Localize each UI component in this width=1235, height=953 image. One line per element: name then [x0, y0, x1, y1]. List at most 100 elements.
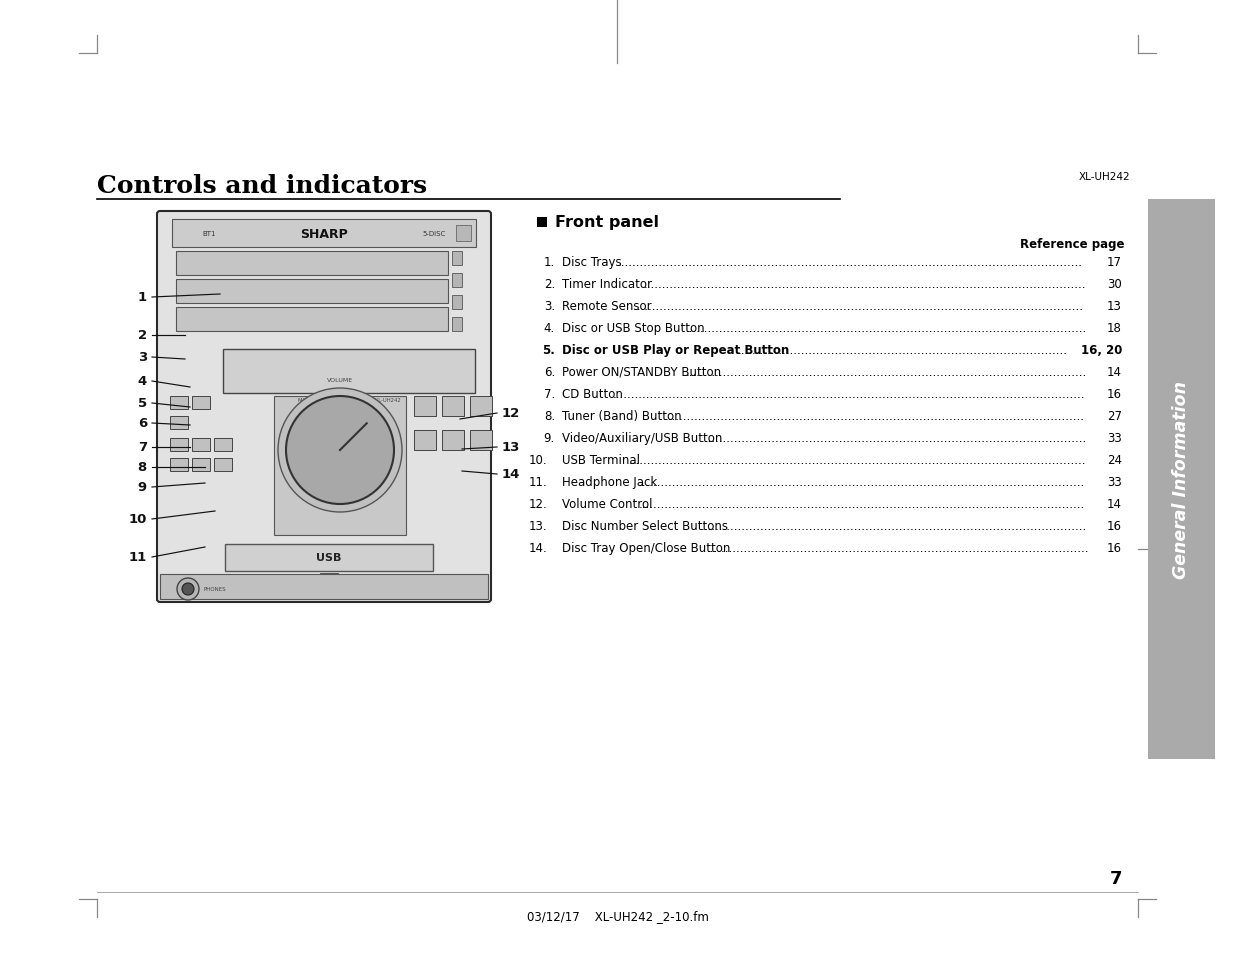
- Text: 9.: 9.: [543, 432, 555, 444]
- Text: ................................................................................: ........................................…: [613, 388, 1086, 400]
- Text: ................................................................................: ........................................…: [638, 497, 1086, 511]
- Text: Headphone Jack: Headphone Jack: [562, 476, 657, 489]
- Bar: [442, 396, 464, 416]
- Text: 9: 9: [138, 481, 147, 494]
- Text: Volume Control: Volume Control: [562, 497, 652, 511]
- Text: 7: 7: [138, 441, 147, 454]
- Bar: [191, 438, 210, 452]
- Text: ................................................................................: ........................................…: [701, 519, 1087, 533]
- Text: 24: 24: [1107, 454, 1123, 467]
- Text: 12.: 12.: [529, 497, 547, 511]
- Text: 16: 16: [1107, 541, 1123, 555]
- Bar: [170, 438, 188, 452]
- Text: Disc or USB Stop Button: Disc or USB Stop Button: [562, 322, 705, 335]
- Text: Power ON/STANDBY Button: Power ON/STANDBY Button: [562, 366, 721, 378]
- Bar: [452, 295, 462, 310]
- Text: General Information: General Information: [1172, 380, 1191, 578]
- Text: 4: 4: [138, 375, 147, 388]
- Text: ................................................................................: ........................................…: [701, 432, 1087, 444]
- Bar: [177, 280, 448, 304]
- Text: 1.: 1.: [543, 255, 555, 269]
- Text: 10.: 10.: [529, 454, 547, 467]
- Text: PHONES: PHONES: [204, 587, 227, 592]
- Text: Remote Sensor: Remote Sensor: [562, 299, 652, 313]
- Text: 33: 33: [1108, 476, 1123, 489]
- Text: ................................................................................: ........................................…: [634, 299, 1083, 313]
- Text: VOLUME: VOLUME: [327, 377, 353, 382]
- Text: ................................................................................: ........................................…: [685, 366, 1087, 378]
- Text: Reference page: Reference page: [1020, 237, 1125, 251]
- Bar: [414, 396, 436, 416]
- Text: USB Terminal: USB Terminal: [562, 454, 640, 467]
- Bar: [161, 575, 488, 599]
- Bar: [274, 396, 406, 536]
- Text: 14: 14: [1107, 366, 1123, 378]
- Text: 16: 16: [1107, 519, 1123, 533]
- Bar: [1149, 200, 1215, 760]
- Bar: [177, 252, 448, 275]
- Bar: [214, 438, 232, 452]
- Text: ................................................................................: ........................................…: [706, 541, 1089, 555]
- Text: 2.: 2.: [543, 277, 555, 291]
- Circle shape: [182, 583, 194, 596]
- Text: 3: 3: [138, 351, 147, 364]
- Text: 13.: 13.: [529, 519, 547, 533]
- FancyBboxPatch shape: [157, 212, 492, 602]
- Bar: [456, 226, 471, 242]
- Text: Disc Number Select Buttons: Disc Number Select Buttons: [562, 519, 727, 533]
- Text: 14: 14: [501, 468, 520, 481]
- Bar: [471, 396, 492, 416]
- Text: 03/12/17    XL-UH242 _2-10.fm: 03/12/17 XL-UH242 _2-10.fm: [526, 909, 709, 923]
- Bar: [320, 574, 338, 580]
- Text: 6: 6: [138, 417, 147, 430]
- Text: 5: 5: [138, 397, 147, 410]
- Text: 30: 30: [1108, 277, 1123, 291]
- Text: 2: 2: [138, 329, 147, 342]
- Text: 14: 14: [1107, 497, 1123, 511]
- Text: 6.: 6.: [543, 366, 555, 378]
- Text: Tuner (Band) Button: Tuner (Band) Button: [562, 410, 682, 422]
- Text: 11: 11: [128, 551, 147, 564]
- Bar: [414, 431, 436, 451]
- Text: Timer Indicator: Timer Indicator: [562, 277, 652, 291]
- Text: 3.: 3.: [543, 299, 555, 313]
- Text: ................................................................................: ........................................…: [664, 410, 1084, 422]
- Text: 33: 33: [1108, 432, 1123, 444]
- Circle shape: [177, 578, 199, 600]
- Bar: [225, 544, 433, 572]
- Text: ................................................................................: ........................................…: [629, 454, 1086, 467]
- Text: Disc Trays: Disc Trays: [562, 255, 621, 269]
- Text: 8: 8: [138, 461, 147, 474]
- Bar: [442, 431, 464, 451]
- Text: XL-UH242: XL-UH242: [1078, 172, 1130, 182]
- Text: 7: 7: [1109, 869, 1123, 887]
- Bar: [191, 458, 210, 472]
- Text: USB: USB: [316, 553, 342, 563]
- Text: ................................................................................: ........................................…: [618, 255, 1083, 269]
- Text: Disc Tray Open/Close Button: Disc Tray Open/Close Button: [562, 541, 730, 555]
- Text: Disc or USB Play or Repeat Button: Disc or USB Play or Repeat Button: [562, 344, 789, 356]
- Text: 16, 20: 16, 20: [1081, 344, 1123, 356]
- Bar: [214, 458, 232, 472]
- Text: Video/Auxiliary/USB Button: Video/Auxiliary/USB Button: [562, 432, 722, 444]
- Text: ................................................................................: ........................................…: [643, 277, 1087, 291]
- Circle shape: [278, 389, 403, 513]
- Bar: [172, 220, 475, 248]
- Text: 13: 13: [1107, 299, 1123, 313]
- Bar: [177, 308, 448, 332]
- Bar: [452, 274, 462, 288]
- Text: 5-DISC: 5-DISC: [422, 231, 446, 236]
- Text: 27: 27: [1107, 410, 1123, 422]
- Bar: [452, 252, 462, 266]
- Text: 14.: 14.: [529, 541, 547, 555]
- Text: 18: 18: [1107, 322, 1123, 335]
- Circle shape: [287, 396, 394, 504]
- Bar: [537, 218, 547, 228]
- Bar: [170, 416, 188, 430]
- Text: 8.: 8.: [543, 410, 555, 422]
- Bar: [452, 317, 462, 332]
- Text: SHARP: SHARP: [300, 227, 348, 240]
- Text: MICRO COMPONENT SYSTEM XL-UH242: MICRO COMPONENT SYSTEM XL-UH242: [298, 397, 400, 402]
- Bar: [170, 396, 188, 410]
- Text: 11.: 11.: [529, 476, 547, 489]
